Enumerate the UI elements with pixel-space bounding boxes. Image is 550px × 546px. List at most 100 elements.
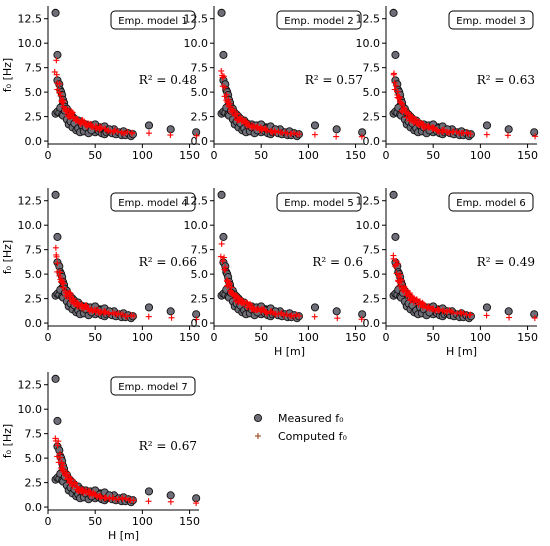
r2-label: R² = 0.67 bbox=[139, 439, 197, 453]
y-tick-label: 10.0 bbox=[184, 219, 209, 232]
measured-point bbox=[219, 50, 228, 59]
model-title-box bbox=[110, 192, 196, 212]
x-tick-label: 150 bbox=[179, 331, 200, 344]
y-tick-label: 12.5 bbox=[184, 195, 209, 208]
measured-point bbox=[144, 303, 154, 312]
y-axis-label: f₀ [Hz] bbox=[1, 240, 14, 274]
legend-measured-label: Measured f₀ bbox=[278, 412, 344, 425]
y-tick-label: 2.5 bbox=[25, 111, 43, 124]
model-title: Emp. model 1 bbox=[118, 16, 187, 27]
measured-point bbox=[53, 416, 62, 425]
y-tick-label: 2.5 bbox=[25, 477, 43, 490]
x-tick-label: 100 bbox=[132, 515, 153, 528]
legend-computed-label: Computed f₀ bbox=[278, 430, 348, 443]
measured-point bbox=[482, 121, 492, 130]
legend: Measured f₀ Computed f₀ bbox=[253, 412, 348, 443]
panel-7: 0.0 2.5 5.0 7.5 10.0 12.5 0 50 100 150 H [m] f₀ [Hz… bbox=[1, 372, 201, 542]
y-tick-label: 7.5 bbox=[25, 244, 43, 257]
measured-point bbox=[482, 303, 492, 312]
y-tick-label: 10.0 bbox=[18, 219, 43, 232]
x-tick-label: 0 bbox=[45, 515, 52, 528]
measured-point bbox=[144, 487, 154, 496]
y-tick-label: 5.0 bbox=[191, 86, 209, 99]
measured-point bbox=[144, 121, 154, 130]
x-tick-label: 50 bbox=[254, 149, 268, 162]
x-tick-label: 0 bbox=[45, 149, 52, 162]
measured-point bbox=[217, 190, 226, 199]
panel-4: 0.0 2.5 5.0 7.5 10.0 12.5 0 50 100 150 f₀ [Hz] Emp.… bbox=[1, 188, 201, 344]
y-tick-label: 10.0 bbox=[18, 37, 43, 50]
y-tick-label: 2.5 bbox=[363, 293, 381, 306]
x-tick-label: 100 bbox=[298, 149, 319, 162]
y-tick-label: 2.5 bbox=[25, 293, 43, 306]
y-tick-label: 7.5 bbox=[25, 62, 43, 75]
y-tick-label: 0.0 bbox=[25, 135, 43, 148]
measured-point bbox=[53, 232, 62, 241]
y-tick-label: 5.0 bbox=[25, 86, 43, 99]
measured-point bbox=[332, 307, 341, 316]
measured-point bbox=[53, 50, 62, 59]
x-tick-label: 0 bbox=[383, 149, 390, 162]
y-tick-label: 7.5 bbox=[191, 62, 209, 75]
y-axis-label: f₀ [Hz] bbox=[1, 424, 14, 458]
y-tick-label: 12.5 bbox=[184, 13, 209, 26]
y-tick-label: 12.5 bbox=[18, 195, 43, 208]
y-tick-label: 7.5 bbox=[363, 62, 381, 75]
y-tick-label: 0.0 bbox=[363, 317, 381, 330]
y-tick-label: 5.0 bbox=[363, 86, 381, 99]
measured-point bbox=[332, 125, 341, 134]
measured-point bbox=[530, 310, 539, 319]
panel-2: 0.0 2.5 5.0 7.5 10.0 12.5 0 50 100 150 Emp. model … bbox=[184, 6, 367, 162]
x-tick-label: 150 bbox=[345, 331, 366, 344]
y-tick-label: 12.5 bbox=[356, 13, 381, 26]
measured-point bbox=[51, 190, 60, 199]
y-tick-label: 7.5 bbox=[191, 244, 209, 257]
y-tick-label: 7.5 bbox=[363, 244, 381, 257]
y-tick-label: 12.5 bbox=[356, 195, 381, 208]
y-tick-label: 10.0 bbox=[18, 403, 43, 416]
y-tick-label: 5.0 bbox=[191, 268, 209, 281]
x-tick-label: 0 bbox=[45, 331, 52, 344]
y-tick-label: 0.0 bbox=[363, 135, 381, 148]
x-tick-label: 150 bbox=[179, 515, 200, 528]
x-tick-label: 100 bbox=[298, 331, 319, 344]
x-tick-label: 0 bbox=[383, 331, 390, 344]
measured-point bbox=[51, 8, 60, 17]
measured-point bbox=[166, 307, 175, 316]
model-title: Emp. model 4 bbox=[118, 198, 187, 209]
measured-point bbox=[219, 232, 228, 241]
measured-point bbox=[391, 50, 400, 59]
x-tick-label: 150 bbox=[179, 149, 200, 162]
x-tick-label: 50 bbox=[88, 149, 102, 162]
r2-label: R² = 0.48 bbox=[139, 73, 197, 87]
panel-3: 0.0 2.5 5.0 7.5 10.0 12.5 0 50 100 150 Emp. model … bbox=[356, 6, 539, 162]
x-tick-label: 50 bbox=[426, 149, 440, 162]
x-tick-label: 100 bbox=[132, 331, 153, 344]
panel-1: 0.0 2.5 5.0 7.5 10.0 12.5 0 50 100 150 f₀ [Hz] Emp.… bbox=[1, 6, 201, 162]
model-title: Emp. model 5 bbox=[284, 198, 353, 209]
y-tick-label: 7.5 bbox=[25, 428, 43, 441]
x-tick-label: 50 bbox=[88, 331, 102, 344]
model-title-box bbox=[448, 10, 534, 30]
measured-point bbox=[504, 125, 513, 134]
x-axis-label: H [m] bbox=[274, 345, 305, 358]
y-tick-label: 0.0 bbox=[25, 501, 43, 514]
y-tick-label: 0.0 bbox=[25, 317, 43, 330]
x-tick-label: 50 bbox=[88, 515, 102, 528]
y-tick-label: 5.0 bbox=[25, 452, 43, 465]
measured-point bbox=[217, 8, 226, 17]
y-tick-label: 2.5 bbox=[191, 293, 209, 306]
y-tick-label: 5.0 bbox=[363, 268, 381, 281]
y-tick-label: 10.0 bbox=[356, 219, 381, 232]
r2-label: R² = 0.63 bbox=[477, 73, 535, 87]
x-tick-label: 100 bbox=[470, 331, 491, 344]
y-axis-label: f₀ [Hz] bbox=[1, 58, 14, 92]
r2-label: R² = 0.49 bbox=[477, 255, 535, 269]
measured-point bbox=[504, 307, 513, 316]
x-tick-label: 100 bbox=[470, 149, 491, 162]
x-axis-label: H [m] bbox=[446, 345, 477, 358]
y-tick-label: 0.0 bbox=[191, 317, 209, 330]
model-title: Emp. model 7 bbox=[118, 382, 187, 393]
model-title-box bbox=[276, 10, 362, 30]
